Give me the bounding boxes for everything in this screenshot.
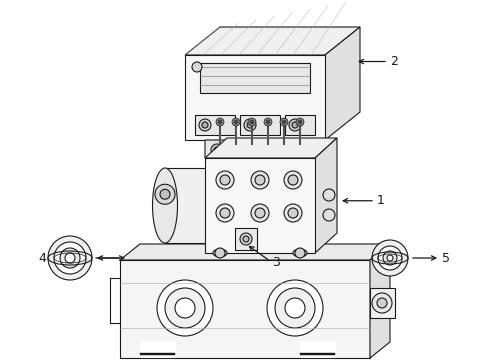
Text: 3: 3 — [271, 256, 279, 270]
Circle shape — [220, 208, 229, 218]
Circle shape — [240, 233, 251, 245]
Bar — [285, 115, 314, 135]
Circle shape — [234, 120, 238, 124]
Circle shape — [164, 288, 204, 328]
Polygon shape — [314, 138, 336, 253]
Circle shape — [266, 280, 323, 336]
Polygon shape — [369, 244, 389, 358]
Polygon shape — [120, 244, 389, 260]
Circle shape — [377, 246, 401, 270]
Circle shape — [216, 118, 224, 126]
Circle shape — [284, 171, 302, 189]
Circle shape — [199, 119, 210, 131]
Circle shape — [247, 118, 256, 126]
Circle shape — [287, 208, 297, 218]
Bar — [240, 115, 280, 135]
Circle shape — [371, 293, 391, 313]
Circle shape — [289, 147, 295, 153]
Circle shape — [210, 144, 223, 156]
Polygon shape — [271, 140, 305, 158]
Circle shape — [155, 184, 175, 204]
Circle shape — [291, 122, 297, 128]
Circle shape — [323, 209, 334, 221]
Bar — [299, 341, 334, 357]
Circle shape — [192, 62, 202, 72]
Circle shape — [386, 255, 392, 261]
Bar — [369, 288, 394, 318]
Text: 2: 2 — [389, 55, 397, 68]
Circle shape — [215, 248, 224, 258]
Circle shape — [254, 175, 264, 185]
Circle shape — [288, 119, 301, 131]
Circle shape — [376, 298, 386, 308]
Circle shape — [246, 122, 252, 128]
Ellipse shape — [152, 168, 177, 243]
Bar — [120, 260, 369, 358]
Circle shape — [160, 189, 170, 199]
Bar — [235, 228, 257, 250]
Circle shape — [250, 204, 268, 222]
Circle shape — [231, 118, 240, 126]
Circle shape — [243, 236, 248, 242]
Circle shape — [285, 298, 305, 318]
Circle shape — [65, 253, 75, 263]
Circle shape — [254, 208, 264, 218]
Bar — [140, 353, 175, 355]
Circle shape — [280, 118, 287, 126]
Text: 1: 1 — [376, 194, 384, 207]
Circle shape — [382, 251, 396, 265]
Circle shape — [323, 189, 334, 201]
Bar — [184, 55, 325, 140]
Ellipse shape — [213, 249, 226, 257]
Circle shape — [264, 118, 271, 126]
Polygon shape — [204, 140, 238, 158]
Bar — [200, 63, 309, 93]
Circle shape — [60, 248, 80, 268]
Circle shape — [220, 175, 229, 185]
Circle shape — [371, 240, 407, 276]
Circle shape — [54, 242, 86, 274]
Circle shape — [214, 147, 220, 153]
Circle shape — [216, 171, 234, 189]
Bar — [164, 168, 209, 243]
Circle shape — [244, 119, 256, 131]
Circle shape — [202, 122, 207, 128]
Polygon shape — [184, 27, 359, 55]
Bar — [195, 115, 235, 135]
Bar — [140, 341, 175, 357]
Polygon shape — [204, 138, 336, 158]
Circle shape — [274, 288, 314, 328]
Circle shape — [218, 120, 222, 124]
Circle shape — [286, 144, 298, 156]
Circle shape — [250, 171, 268, 189]
Polygon shape — [325, 27, 359, 140]
Bar — [299, 353, 334, 355]
Circle shape — [294, 248, 305, 258]
Ellipse shape — [292, 249, 306, 257]
Bar — [204, 158, 314, 253]
Circle shape — [249, 120, 253, 124]
Circle shape — [287, 175, 297, 185]
Circle shape — [175, 298, 195, 318]
Circle shape — [265, 120, 269, 124]
Text: 5: 5 — [441, 252, 449, 265]
Circle shape — [48, 236, 92, 280]
Circle shape — [284, 204, 302, 222]
Circle shape — [282, 120, 285, 124]
Circle shape — [216, 204, 234, 222]
Circle shape — [297, 120, 302, 124]
Text: 4: 4 — [38, 252, 46, 265]
Circle shape — [157, 280, 213, 336]
Circle shape — [295, 118, 304, 126]
